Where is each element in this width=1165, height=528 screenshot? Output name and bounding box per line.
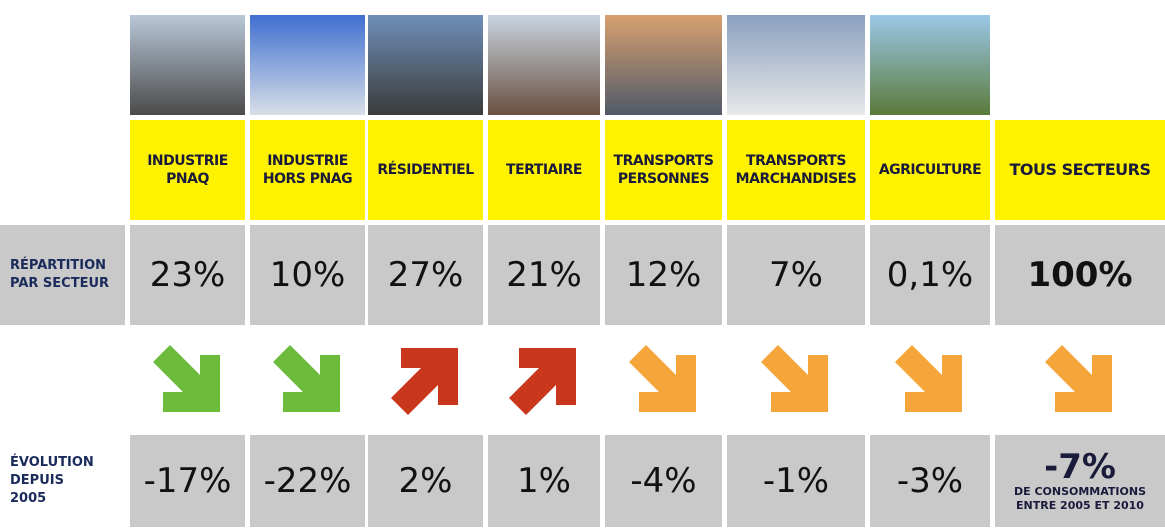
evolution-value: 2% (368, 435, 483, 527)
trend-arrow (628, 345, 696, 412)
sector-photo (605, 15, 722, 115)
share-value: 12% (605, 225, 722, 325)
column-header: AGRICULTURE (870, 120, 990, 220)
arrow-shape (272, 345, 340, 412)
trend-arrow (152, 345, 220, 412)
arrow-shape (390, 348, 458, 415)
trend-arrow (761, 345, 828, 412)
share-value: 27% (368, 225, 483, 325)
column-header: INDUSTRIE HORS PNAG (250, 120, 365, 220)
trend-arrow (272, 345, 340, 412)
column-header: TOUS SECTEURS (995, 120, 1165, 220)
total-note: DE CONSOMMATIONS ENTRE 2005 ET 2010 (1013, 485, 1146, 512)
column-header: TRANSPORTS MARCHANDISES (727, 120, 865, 220)
sector-photo (727, 15, 865, 115)
share-value: 23% (130, 225, 245, 325)
evolution-value: -7% DE CONSOMMATIONS ENTRE 2005 ET 2010 (995, 435, 1165, 527)
arrow-shape (895, 345, 962, 412)
share-value: 7% (727, 225, 865, 325)
share-value: 10% (250, 225, 365, 325)
column-header: TERTIAIRE (488, 120, 600, 220)
row-label: RÉPARTITION PAR SECTEUR (0, 225, 125, 325)
row-label: ÉVOLUTION DEPUIS 2005 (10, 455, 94, 506)
column-header: TRANSPORTS PERSONNES (605, 120, 722, 220)
share-value: 100% (995, 225, 1165, 325)
evolution-value: -3% (870, 435, 990, 527)
trend-arrow (509, 348, 576, 415)
evolution-value: -1% (727, 435, 865, 527)
sector-photo (130, 15, 245, 115)
evolution-value: 1% (488, 435, 600, 527)
evolution-value: -22% (250, 435, 365, 527)
column-header: INDUSTRIE PNAQ (130, 120, 245, 220)
sector-photo (870, 15, 990, 115)
column-header: RÉSIDENTIEL (368, 120, 483, 220)
total-evolution: -7% (1044, 447, 1116, 487)
arrow-shape (1045, 345, 1112, 412)
sector-photo (368, 15, 483, 115)
evolution-value: -17% (130, 435, 245, 527)
sector-photo (488, 15, 600, 115)
share-value: 21% (488, 225, 600, 325)
arrow-shape (628, 345, 696, 412)
trend-arrow (390, 348, 458, 415)
sector-photo (250, 15, 365, 115)
share-value: 0,1% (870, 225, 990, 325)
arrow-shape (152, 345, 220, 412)
evolution-value: -4% (605, 435, 722, 527)
trend-arrow (895, 345, 962, 412)
arrow-shape (761, 345, 828, 412)
trend-arrow (1045, 345, 1112, 412)
arrow-shape (509, 348, 576, 415)
